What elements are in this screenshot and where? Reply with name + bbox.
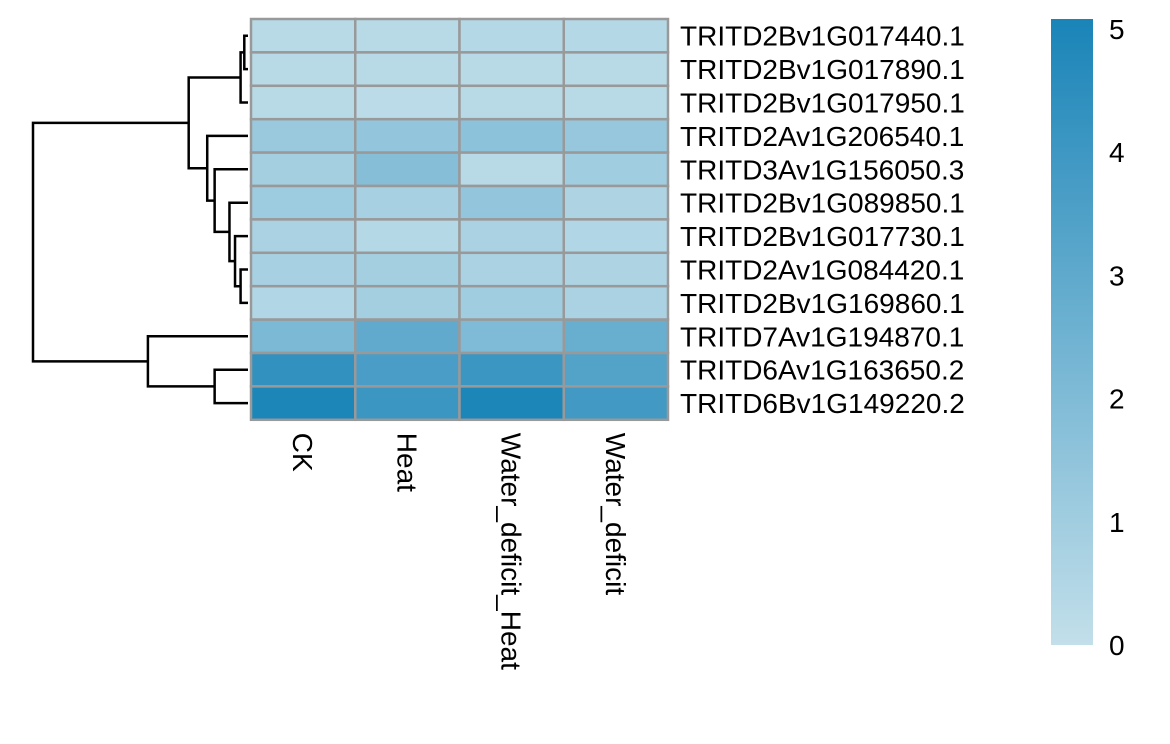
heatmap-cells — [249, 17, 670, 422]
heatmap-cell — [458, 284, 565, 321]
dendrogram-branch — [187, 76, 241, 170]
heatmap-cell — [562, 84, 670, 121]
heatmap-cell — [354, 117, 461, 154]
dendrogram-branch — [233, 234, 248, 288]
row-labels: TRITD2Bv1G017440.1TRITD2Bv1G017890.1TRIT… — [680, 21, 965, 419]
heatmap-cell — [354, 151, 461, 188]
row-label: TRITD2Bv1G017890.1 — [680, 54, 965, 85]
dendrogram-branch — [213, 168, 248, 234]
column-label: CK — [287, 433, 318, 472]
dendrogram-branch — [146, 335, 248, 388]
column-labels: CK Heat Water_deficit_Heat Water_deficit — [287, 433, 631, 670]
row-label: TRITD2Bv1G017730.1 — [680, 221, 965, 252]
column-label: Heat — [391, 433, 422, 492]
heatmap-cell — [249, 117, 357, 154]
heatmap-cell — [354, 84, 461, 121]
row-label: TRITD3Av1G156050.3 — [680, 154, 964, 185]
color-legend-bar — [1051, 19, 1093, 645]
heatmap-cell — [562, 351, 670, 388]
row-label: TRITD2Bv1G169860.1 — [680, 288, 965, 319]
heatmap-cell — [249, 151, 357, 188]
heatmap-cell — [458, 117, 565, 154]
heatmap-cell — [249, 318, 357, 355]
heatmap-cell — [249, 84, 357, 121]
heatmap-cell — [354, 251, 461, 288]
column-label: Water_deficit — [600, 433, 631, 596]
dendrogram-branch — [228, 201, 248, 263]
heatmap-cell — [562, 251, 670, 288]
heatmap-cell — [562, 184, 670, 221]
row-label: TRITD2Bv1G017950.1 — [680, 88, 965, 119]
heatmap-cell — [458, 385, 565, 422]
heatmap-cell — [562, 117, 670, 154]
heatmap-cell — [458, 84, 565, 121]
dendrogram-branch — [239, 268, 248, 305]
heatmap-cell — [458, 351, 565, 388]
dendrogram-branch — [31, 121, 189, 363]
heatmap-cell — [249, 51, 357, 88]
heatmap-cell — [458, 318, 565, 355]
row-label: TRITD2Av1G084420.1 — [680, 255, 964, 286]
legend-tick-label: 4 — [1109, 137, 1125, 168]
heatmap-cell — [354, 184, 461, 221]
row-label: TRITD2Av1G206540.1 — [680, 121, 964, 152]
column-label: Water_deficit_Heat — [496, 433, 527, 670]
heatmap-cell — [562, 284, 670, 321]
heatmap-cell — [458, 51, 565, 88]
row-label: TRITD6Av1G163650.2 — [680, 355, 964, 386]
heatmap-cell — [354, 17, 461, 54]
heatmap-cell — [458, 17, 565, 54]
heatmap-cell — [249, 218, 357, 255]
heatmap-cell — [249, 251, 357, 288]
heatmap-cell — [562, 17, 670, 54]
color-legend: 0 1 2 3 4 5 — [1051, 14, 1125, 661]
heatmap-cell — [249, 351, 357, 388]
heatmap-cell — [458, 184, 565, 221]
heatmap-cell — [458, 218, 565, 255]
heatmap-cell — [562, 151, 670, 188]
heatmap-cell — [354, 385, 461, 422]
row-dendrogram — [31, 34, 248, 405]
heatmap-cell — [249, 385, 357, 422]
legend-tick-label: 1 — [1109, 507, 1125, 538]
legend-tick-label: 2 — [1109, 384, 1125, 415]
heatmap-cell — [354, 318, 461, 355]
heatmap-cell — [249, 184, 357, 221]
legend-tick-label: 3 — [1109, 260, 1125, 291]
heatmap-cell — [562, 318, 670, 355]
heatmap-cell — [458, 151, 565, 188]
heatmap-cell — [249, 17, 357, 54]
row-label: TRITD2Bv1G017440.1 — [680, 21, 965, 52]
heatmap-cell — [562, 218, 670, 255]
dendrogram-branch — [213, 368, 248, 405]
row-label: TRITD2Bv1G089850.1 — [680, 188, 965, 219]
heatmap-cell — [249, 284, 357, 321]
heatmap-cell — [354, 51, 461, 88]
heatmap-cell — [562, 385, 670, 422]
heatmap-cell — [458, 251, 565, 288]
row-label: TRITD7Av1G194870.1 — [680, 321, 964, 352]
heatmap-cell — [354, 284, 461, 321]
heatmap-cell — [354, 351, 461, 388]
legend-tick-label: 5 — [1109, 14, 1125, 45]
legend-tick-label: 0 — [1109, 630, 1125, 661]
heatmap-cell — [562, 51, 670, 88]
row-label: TRITD6Bv1G149220.2 — [680, 388, 965, 419]
dendrogram-branch — [243, 34, 248, 71]
heatmap-cell — [354, 218, 461, 255]
